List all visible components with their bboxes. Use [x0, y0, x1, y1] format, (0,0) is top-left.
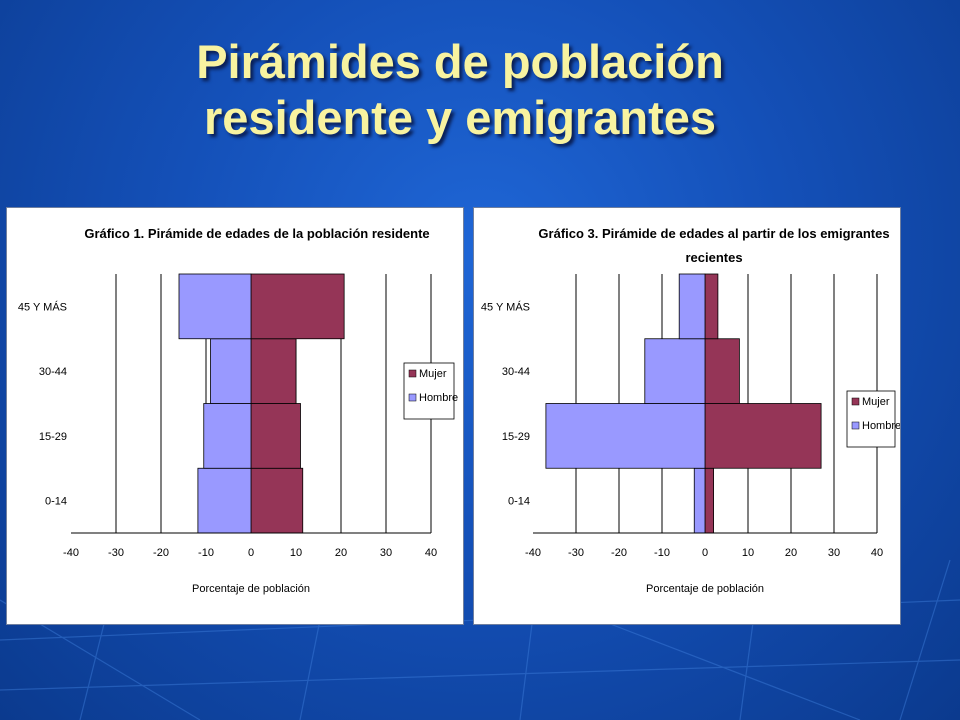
bar-hombre [210, 338, 252, 404]
legend-label-mujer: Mujer [862, 396, 890, 408]
slide-title-line-2: residente y emigrantes [204, 91, 716, 144]
bar-hombre [203, 403, 252, 469]
category-label: 30-44 [39, 366, 67, 378]
x-tick-label: -20 [611, 547, 627, 559]
bar-hombre [678, 273, 706, 340]
bar-mujer [704, 403, 822, 469]
chart-title-line: Gráfico 3. Pirámide de edades al partir … [538, 226, 889, 241]
x-tick-label: -20 [153, 547, 169, 559]
x-tick-label: -10 [198, 547, 214, 559]
x-tick-label: -30 [108, 547, 124, 559]
legend-swatch-mujer [408, 369, 417, 378]
x-tick-label: 30 [380, 547, 392, 559]
slide-title-line-1: Pirámides de población [196, 35, 724, 88]
bar-hombre [693, 467, 706, 534]
legend-label-mujer: Mujer [419, 368, 447, 380]
x-tick-label: 30 [828, 547, 840, 559]
x-tick-label: -10 [654, 547, 670, 559]
legend-swatch-hombre [408, 393, 417, 402]
x-tick-label: 10 [290, 547, 302, 559]
x-tick-label: -40 [63, 547, 79, 559]
x-axis-label: Porcentaje de población [192, 583, 310, 595]
category-label: 30-44 [502, 366, 530, 378]
bar-hombre [545, 403, 706, 469]
bar-mujer [250, 467, 304, 534]
chart-panel-emigrantes: Gráfico 3. Pirámide de edades al partir … [473, 207, 901, 625]
x-tick-label: 0 [248, 547, 254, 559]
category-label: 45 Y MÁS [18, 300, 67, 313]
x-tick-label: 20 [335, 547, 347, 559]
legend-swatch-mujer [851, 397, 860, 406]
bar-mujer [250, 273, 345, 340]
bar-hombre [178, 273, 252, 340]
chart-panel-residente: Gráfico 1. Pirámide de edades de la pobl… [6, 207, 464, 625]
bar-hombre [197, 467, 252, 534]
x-tick-label: -30 [568, 547, 584, 559]
category-label: 15-29 [39, 431, 67, 443]
category-label: 0-14 [45, 496, 67, 508]
x-tick-label: 10 [742, 547, 754, 559]
chart-title-line: Gráfico 1. Pirámide de edades de la pobl… [84, 226, 429, 241]
bar-mujer [704, 338, 740, 404]
legend-label-hombre: Hombre [862, 420, 900, 432]
x-tick-label: 20 [785, 547, 797, 559]
chart-residente: Gráfico 1. Pirámide de edades de la pobl… [18, 226, 458, 595]
legend: Mujer Hombre [846, 390, 900, 448]
bar-hombre [644, 338, 706, 404]
slide-title: Pirámides de población residente y emigr… [0, 34, 920, 146]
bar-mujer [704, 273, 719, 340]
category-label: 0-14 [508, 496, 530, 508]
chart-emigrantes: Gráfico 3. Pirámide de edades al partir … [481, 226, 900, 595]
x-axis-label: Porcentaje de población [646, 583, 764, 595]
x-tick-label: 40 [871, 547, 883, 559]
x-tick-label: 40 [425, 547, 437, 559]
bar-mujer [250, 403, 301, 469]
category-label: 45 Y MÁS [481, 300, 530, 313]
legend-swatch-hombre [851, 421, 860, 430]
x-tick-label: 0 [702, 547, 708, 559]
legend: Mujer Hombre [403, 362, 458, 420]
chart-title-line: recientes [685, 250, 742, 265]
x-tick-label: -40 [525, 547, 541, 559]
bar-mujer [704, 467, 714, 534]
legend-label-hombre: Hombre [419, 392, 458, 404]
bar-mujer [250, 338, 297, 404]
category-label: 15-29 [502, 431, 530, 443]
